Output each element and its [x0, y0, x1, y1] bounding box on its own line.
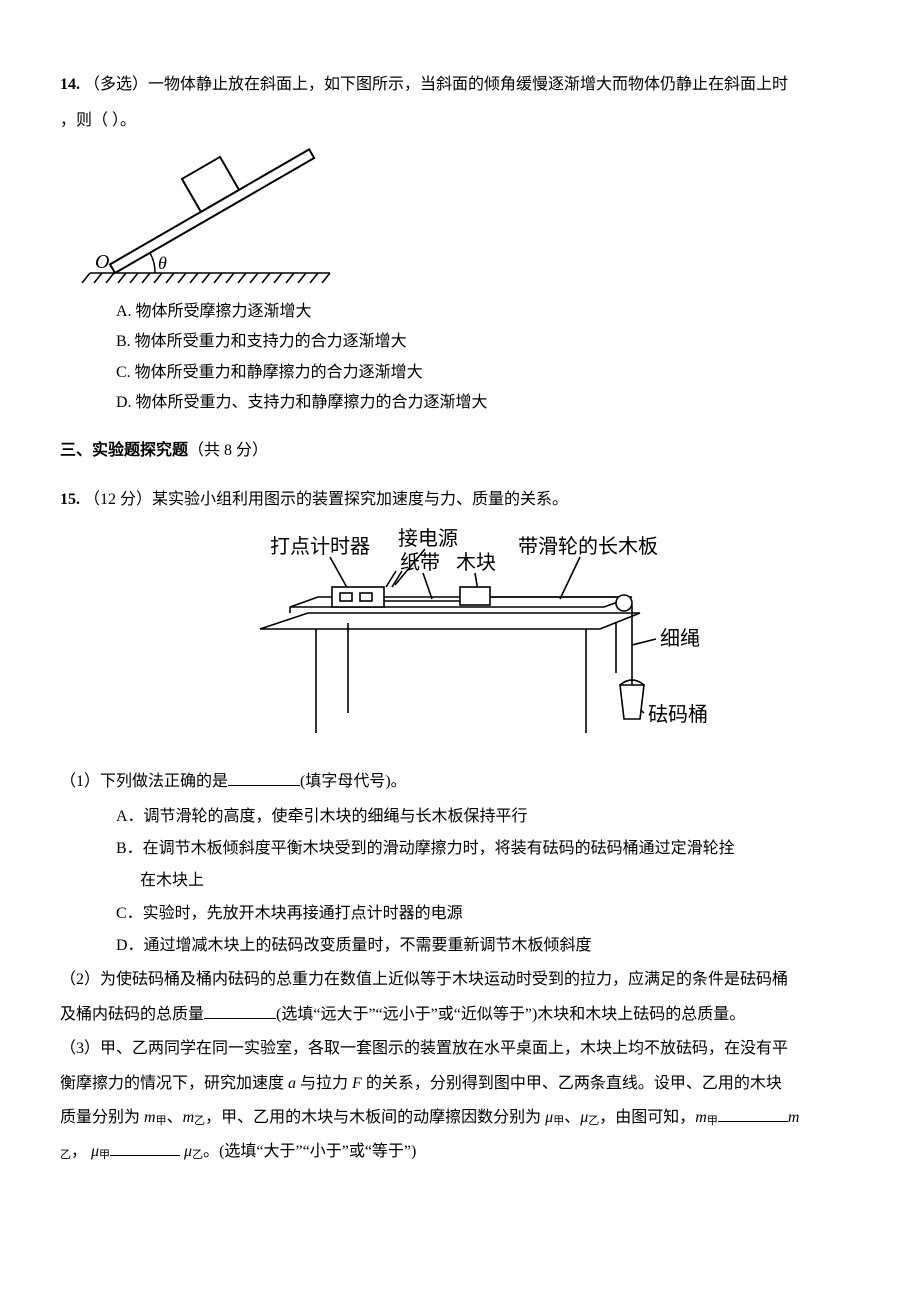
section3-title: 三、实验题探究题（共 8 分） — [60, 436, 860, 466]
q15-sub2-line2b: (选填“远大于”“远小于”或“近似等于”)木块和木块上砝码的总质量。 — [276, 1006, 745, 1023]
q15-sub1-lead-text: （1）下列做法正确的是 — [60, 773, 228, 790]
q14-figure: O θ — [60, 143, 860, 293]
q14-number: 14. — [60, 76, 80, 93]
q15-sub3-l3: 质量分别为 m甲、m乙，甲、乙用的木块与木板间的动摩擦因数分别为 μ甲、μ乙，由… — [60, 1103, 860, 1133]
var-mu3: μ — [91, 1143, 99, 1160]
q15-sub1-c: C．实验时，先放开木块再接通打点计时器的电源 — [60, 899, 860, 929]
var-m1: m — [144, 1109, 156, 1126]
label-theta: θ — [158, 253, 167, 273]
sub-jia-3: 甲 — [707, 1115, 718, 1127]
blank-3[interactable] — [718, 1105, 788, 1122]
q15-sub1-a: A．调节滑轮的高度，使牵引木块的细绳与长木板保持平行 — [60, 802, 860, 832]
label-power: 接电源 — [398, 527, 458, 550]
var-m3: m — [695, 1109, 707, 1126]
sub-yi-1: 乙 — [194, 1115, 205, 1127]
blank-4[interactable] — [110, 1139, 180, 1156]
q15-sub1-tail: (填字母代号)。 — [300, 773, 407, 790]
q15-figure: 打点计时器 接电源 纸带 木块 带滑轮的长木板 细绳 砝码桶 — [60, 523, 860, 753]
q15-sub2-line2: 及桶内砝码的总质量 (选填“远大于”“远小于”或“近似等于”)木块和木块上砝码的总… — [60, 1000, 860, 1030]
q15-stem: 15. （12 分）某实验小组利用图示的装置探究加速度与力、质量的关系。 — [60, 485, 860, 515]
q15-sub3-l3a: 质量分别为 — [60, 1109, 144, 1126]
var-F: F — [352, 1075, 362, 1092]
label-bucket: 砝码桶 — [648, 703, 708, 726]
incline-diagram: O θ — [60, 143, 340, 293]
q15-sub3-l1: （3）甲、乙两同学在同一实验室，各取一套图示的装置放在水平桌面上，木块上均不放砝… — [60, 1034, 860, 1064]
apparatus-diagram: 打点计时器 接电源 纸带 木块 带滑轮的长木板 细绳 砝码桶 — [200, 523, 720, 753]
q15-sub3-l4a: ， — [71, 1143, 87, 1160]
blank-1[interactable] — [228, 769, 300, 786]
q15-sub1-lead: （1）下列做法正确的是 (填字母代号)。 — [60, 767, 860, 797]
var-mu1: μ — [545, 1109, 553, 1126]
label-timer: 打点计时器 — [270, 535, 370, 558]
q15-sub3-l2a: 衡摩擦力的情况下，研究加速度 — [60, 1075, 288, 1092]
q15-sub3-l3d: 、 — [564, 1109, 580, 1126]
sub-jia-2: 甲 — [553, 1115, 564, 1127]
q15-sub3-l4: 乙， μ甲 μ乙。(选填“大于”“小于”或“等于”) — [60, 1137, 860, 1167]
blank-2[interactable] — [204, 1002, 276, 1019]
q15-sub2-line2a: 及桶内砝码的总质量 — [60, 1006, 204, 1023]
q15-sub1-b-line1: B．在调节木板倾斜度平衡木块受到的滑动摩擦力时，将装有砝码的砝码桶通过定滑轮拴 — [60, 834, 860, 864]
sub-yi-2: 乙 — [588, 1115, 599, 1127]
q15-sub3-l2b: 与拉力 — [296, 1075, 352, 1092]
section3-points: （共 8 分） — [188, 442, 268, 459]
label-rope: 细绳 — [660, 627, 700, 650]
sub-jia-4: 甲 — [99, 1149, 110, 1161]
sub-yi-4: 乙 — [192, 1149, 203, 1161]
q14-option-b: B. 物体所受重力和支持力的合力逐渐增大 — [116, 327, 860, 357]
var-mu4: μ — [184, 1143, 192, 1160]
label-O: O — [95, 251, 109, 273]
var-a: a — [288, 1075, 296, 1092]
q15-sub3-l2c: 的关系，分别得到图中甲、乙两条直线。设甲、乙用的木块 — [362, 1075, 782, 1092]
var-m2: m — [183, 1109, 195, 1126]
q15-sub1-d: D．通过增减木块上的砝码改变质量时，不需要重新调节木板倾斜度 — [60, 931, 860, 961]
q15-sub3-l4b: 。(选填“大于”“小于”或“等于”) — [203, 1143, 416, 1160]
label-board: 带滑轮的长木板 — [518, 535, 658, 558]
q15-number: 15. — [60, 491, 80, 508]
label-block: 木块 — [456, 551, 496, 574]
q14-stem-a: （多选）一物体静止放在斜面上，如下图所示，当斜面的倾角缓慢逐渐增大而物体仍静止在… — [84, 76, 788, 93]
q14-stem-line2: ，则（ ）。 — [60, 106, 860, 136]
q15-sub3-l3c: ，甲、乙用的木块与木板间的动摩擦因数分别为 — [205, 1109, 545, 1126]
q15-stem-text: （12 分）某实验小组利用图示的装置探究加速度与力、质量的关系。 — [84, 491, 568, 508]
q15-sub1-b-line2: 在木块上 — [60, 866, 860, 896]
q15-sub3-l3e: ，由图可知， — [599, 1109, 695, 1126]
sub-jia-1: 甲 — [156, 1115, 167, 1127]
q14-stem-line1: 14. （多选）一物体静止放在斜面上，如下图所示，当斜面的倾角缓慢逐渐增大而物体… — [60, 70, 860, 100]
var-m4: m — [788, 1109, 800, 1126]
q15-sub2-line1: （2）为使砝码桶及桶内砝码的总重力在数值上近似等于木块运动时受到的拉力，应满足的… — [60, 965, 860, 995]
q15-sub3-l3b: 、 — [167, 1109, 183, 1126]
q14-option-c: C. 物体所受重力和静摩擦力的合力逐渐增大 — [116, 358, 860, 388]
section3-title-text: 三、实验题探究题 — [60, 442, 188, 459]
sub-yi-3: 乙 — [60, 1149, 71, 1161]
q14-option-d: D. 物体所受重力、支持力和静摩擦力的合力逐渐增大 — [116, 388, 860, 418]
q14-option-a: A. 物体所受摩擦力逐渐增大 — [116, 297, 860, 327]
q15-sub3-l2: 衡摩擦力的情况下，研究加速度 a 与拉力 F 的关系，分别得到图中甲、乙两条直线… — [60, 1069, 860, 1099]
q14-options: A. 物体所受摩擦力逐渐增大 B. 物体所受重力和支持力的合力逐渐增大 C. 物… — [60, 297, 860, 419]
